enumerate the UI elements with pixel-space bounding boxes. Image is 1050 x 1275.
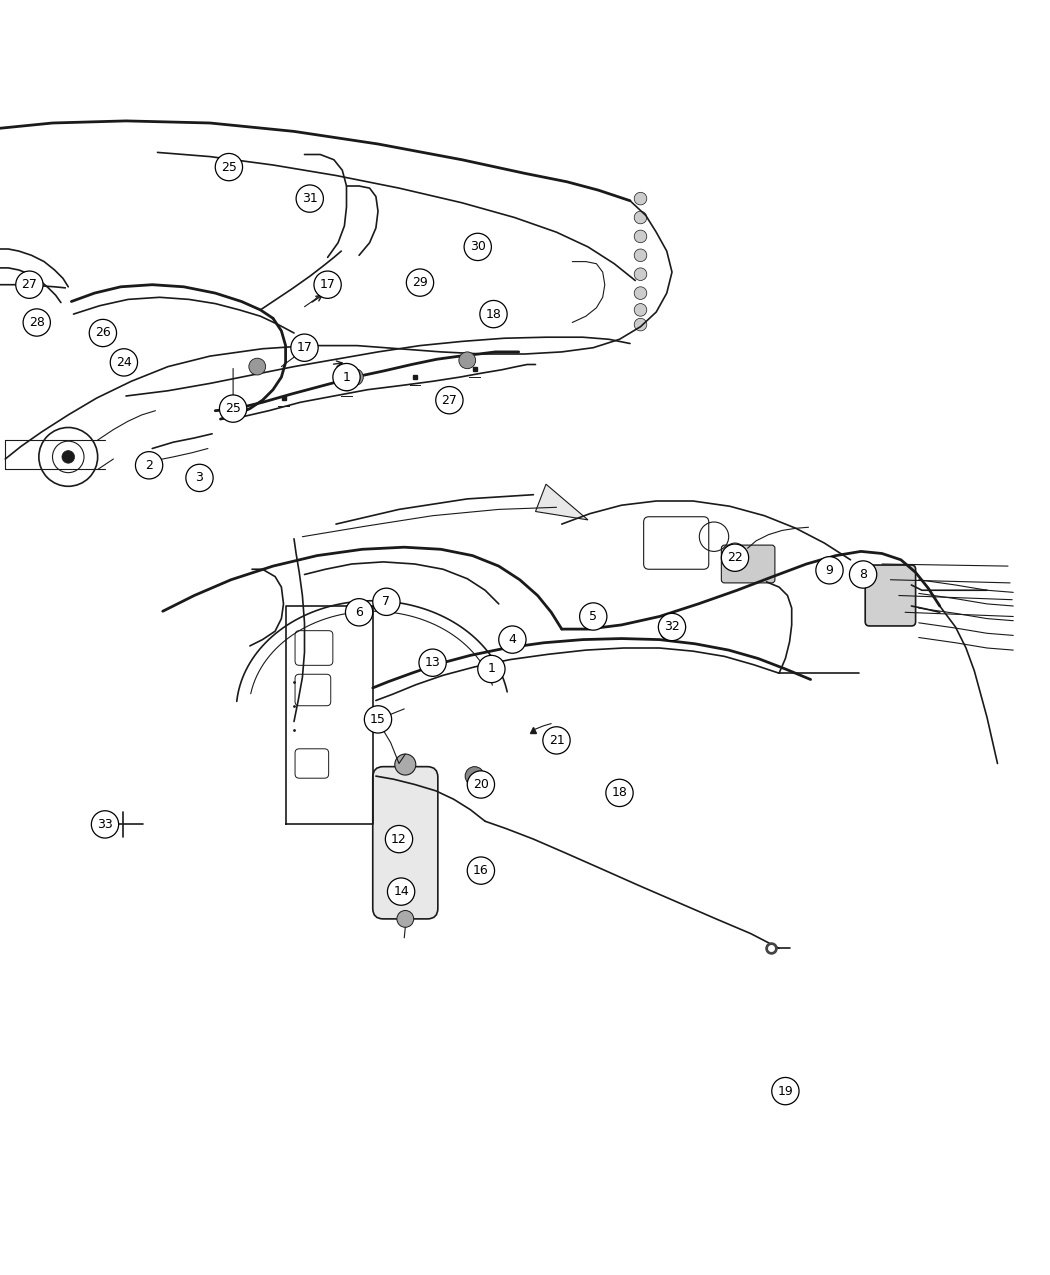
Text: 25: 25: [220, 161, 237, 173]
Circle shape: [816, 557, 843, 584]
Text: 3: 3: [195, 472, 204, 484]
Circle shape: [397, 910, 414, 927]
Circle shape: [634, 193, 647, 205]
Circle shape: [406, 269, 434, 296]
Circle shape: [387, 878, 415, 905]
Circle shape: [249, 358, 266, 375]
Text: 9: 9: [825, 564, 834, 576]
Circle shape: [333, 363, 360, 390]
Text: 1: 1: [342, 371, 351, 384]
Text: 33: 33: [97, 817, 113, 831]
Text: 20: 20: [472, 778, 489, 790]
Text: 5: 5: [589, 609, 597, 623]
Circle shape: [110, 349, 138, 376]
FancyBboxPatch shape: [721, 546, 775, 583]
Text: 16: 16: [472, 864, 489, 877]
Text: 13: 13: [424, 657, 441, 669]
Circle shape: [62, 450, 75, 463]
Circle shape: [16, 272, 43, 298]
Circle shape: [467, 771, 495, 798]
Text: 4: 4: [508, 634, 517, 646]
Circle shape: [543, 727, 570, 754]
Text: 17: 17: [296, 342, 313, 354]
Text: 28: 28: [28, 316, 45, 329]
Text: 15: 15: [370, 713, 386, 725]
Circle shape: [634, 268, 647, 280]
Circle shape: [345, 599, 373, 626]
Circle shape: [364, 706, 392, 733]
Circle shape: [465, 766, 484, 785]
Circle shape: [135, 451, 163, 479]
Circle shape: [186, 464, 213, 492]
Text: 30: 30: [469, 241, 486, 254]
Circle shape: [478, 863, 492, 878]
Text: 22: 22: [727, 551, 743, 565]
Circle shape: [385, 825, 413, 853]
Circle shape: [395, 754, 416, 775]
Text: 2: 2: [145, 459, 153, 472]
Text: 14: 14: [393, 885, 410, 898]
Text: 21: 21: [548, 734, 565, 747]
Text: 18: 18: [611, 787, 628, 799]
Text: 6: 6: [355, 606, 363, 618]
Circle shape: [346, 368, 363, 385]
Text: 7: 7: [382, 595, 391, 608]
Circle shape: [467, 857, 495, 885]
Circle shape: [373, 588, 400, 616]
Circle shape: [634, 212, 647, 224]
Text: 17: 17: [319, 278, 336, 291]
Circle shape: [606, 779, 633, 807]
Circle shape: [219, 395, 247, 422]
Circle shape: [634, 230, 647, 242]
Circle shape: [91, 811, 119, 838]
Text: 27: 27: [21, 278, 38, 291]
Text: 25: 25: [225, 402, 242, 416]
Circle shape: [23, 309, 50, 337]
Circle shape: [658, 613, 686, 640]
Text: 18: 18: [485, 307, 502, 320]
Text: 31: 31: [302, 193, 317, 205]
Circle shape: [89, 319, 117, 347]
Circle shape: [291, 334, 318, 361]
Text: 24: 24: [116, 356, 131, 368]
Circle shape: [215, 153, 243, 181]
Circle shape: [772, 1077, 799, 1104]
Circle shape: [580, 603, 607, 630]
Circle shape: [634, 303, 647, 316]
Circle shape: [849, 561, 877, 588]
Polygon shape: [536, 484, 588, 520]
Circle shape: [480, 301, 507, 328]
Circle shape: [499, 626, 526, 653]
Text: 8: 8: [859, 567, 867, 581]
Circle shape: [721, 544, 749, 571]
Circle shape: [634, 287, 647, 300]
Circle shape: [419, 649, 446, 676]
Circle shape: [634, 249, 647, 261]
Text: 1: 1: [487, 663, 496, 676]
FancyBboxPatch shape: [865, 565, 916, 626]
Circle shape: [464, 233, 491, 260]
Text: 19: 19: [777, 1085, 794, 1098]
Circle shape: [296, 185, 323, 212]
Circle shape: [478, 655, 505, 682]
Circle shape: [314, 272, 341, 298]
Text: 26: 26: [96, 326, 111, 339]
Text: 29: 29: [412, 277, 428, 289]
Circle shape: [634, 319, 647, 332]
Circle shape: [436, 386, 463, 414]
Circle shape: [459, 352, 476, 368]
Text: 27: 27: [441, 394, 458, 407]
FancyBboxPatch shape: [373, 766, 438, 919]
Text: 12: 12: [391, 833, 407, 845]
Text: 32: 32: [664, 621, 680, 634]
